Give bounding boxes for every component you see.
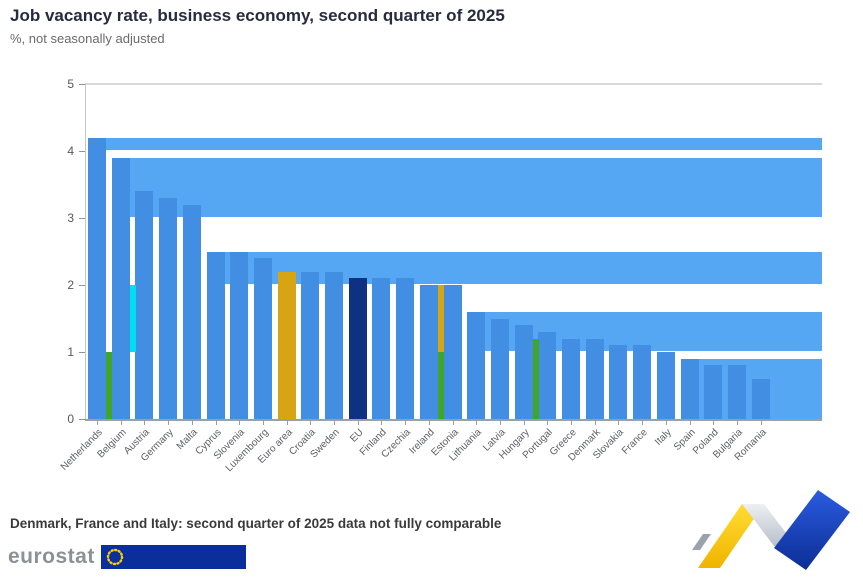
bar-czechia[interactable] xyxy=(396,278,415,419)
x-tick xyxy=(760,421,762,425)
bar-croatia[interactable] xyxy=(301,271,320,419)
y-axis-line xyxy=(85,84,86,419)
x-tick xyxy=(144,421,146,425)
gridline xyxy=(85,150,822,152)
flood-band xyxy=(396,278,822,285)
x-axis-line xyxy=(85,419,822,421)
y-tick-label: 2 xyxy=(67,278,74,292)
x-tick xyxy=(618,421,620,425)
gridline xyxy=(85,83,822,85)
y-tick xyxy=(79,285,85,286)
bar-ireland[interactable] xyxy=(419,285,438,419)
flood-band xyxy=(182,204,822,218)
bar-luxembourg[interactable] xyxy=(253,258,272,419)
bar-sweden[interactable] xyxy=(325,271,343,419)
x-tick xyxy=(120,421,122,425)
x-tick xyxy=(405,421,407,425)
bar-slovakia[interactable] xyxy=(609,345,628,419)
chart-subtitle: %, not seasonally adjusted xyxy=(10,31,165,46)
y-tick xyxy=(79,352,85,353)
x-tick xyxy=(381,421,383,425)
accent-sliver xyxy=(106,352,112,419)
footnote: Denmark, France and Italy: second quarte… xyxy=(10,516,502,531)
y-tick-label: 5 xyxy=(67,77,74,91)
y-tick xyxy=(79,84,85,85)
eu-flag-icon xyxy=(100,545,246,569)
x-tick xyxy=(547,421,549,425)
bar-euro-area[interactable] xyxy=(277,271,296,419)
flood-band xyxy=(633,345,822,352)
bar-malta[interactable] xyxy=(182,204,201,419)
x-tick xyxy=(476,421,478,425)
bar-spain[interactable] xyxy=(680,358,699,419)
bar-germany[interactable] xyxy=(159,197,178,419)
flood-band xyxy=(88,137,822,151)
y-tick-label: 4 xyxy=(67,144,74,158)
x-tick xyxy=(594,421,596,425)
x-tick xyxy=(523,421,525,425)
eurostat-logo: eurostat xyxy=(8,544,246,570)
x-tick xyxy=(665,421,667,425)
y-tick xyxy=(79,218,85,219)
bar-eu[interactable] xyxy=(348,278,367,419)
x-tick xyxy=(97,421,98,425)
x-tick xyxy=(428,421,430,425)
accent-sliver xyxy=(129,285,136,352)
x-tick xyxy=(310,421,312,425)
bar-bulgaria[interactable] xyxy=(727,365,746,419)
x-tick xyxy=(286,421,288,425)
y-tick-label: 3 xyxy=(67,211,74,225)
x-tick xyxy=(168,421,170,425)
bar-finland[interactable] xyxy=(372,278,391,419)
chart-title: Job vacancy rate, business economy, seco… xyxy=(10,6,505,25)
x-tick xyxy=(452,421,454,425)
bar-latvia[interactable] xyxy=(490,318,509,419)
x-tick xyxy=(239,421,241,425)
x-tick xyxy=(571,421,572,425)
y-tick-label: 0 xyxy=(67,412,74,426)
bar-slovenia[interactable] xyxy=(230,251,249,419)
x-tick xyxy=(499,421,501,425)
y-tick xyxy=(79,151,85,152)
eurostat-wordmark: eurostat xyxy=(8,545,95,568)
accent-sliver xyxy=(437,352,444,419)
bar-hungary[interactable] xyxy=(514,325,533,419)
x-tick xyxy=(262,421,264,425)
x-tick xyxy=(334,421,335,425)
x-tick xyxy=(357,421,359,425)
x-tick xyxy=(642,421,644,425)
bar-lithuania[interactable] xyxy=(467,311,486,419)
bar-denmark[interactable] xyxy=(585,338,604,419)
bar-portugal[interactable] xyxy=(538,331,557,419)
bar-cyprus[interactable] xyxy=(206,251,225,419)
y-tick-label: 1 xyxy=(67,345,74,359)
gridline xyxy=(85,217,822,219)
x-tick xyxy=(689,421,691,425)
y-tick xyxy=(79,419,85,420)
bar-estonia[interactable] xyxy=(443,285,462,419)
bar-france[interactable] xyxy=(633,345,652,419)
bar-belgium[interactable] xyxy=(111,157,130,419)
bar-poland[interactable] xyxy=(704,365,723,419)
accent-sliver xyxy=(532,338,539,419)
bar-austria[interactable] xyxy=(135,191,154,419)
bar-italy[interactable] xyxy=(656,352,675,419)
accent-sliver xyxy=(437,285,444,352)
bar-romania[interactable] xyxy=(751,378,770,419)
x-tick xyxy=(191,421,193,425)
x-tick xyxy=(215,421,217,425)
bar-greece[interactable] xyxy=(562,338,580,419)
x-tick xyxy=(713,421,715,425)
bar-netherlands[interactable] xyxy=(88,137,106,419)
x-tick xyxy=(736,421,738,425)
eurostat-ribbon-icon xyxy=(692,490,850,570)
